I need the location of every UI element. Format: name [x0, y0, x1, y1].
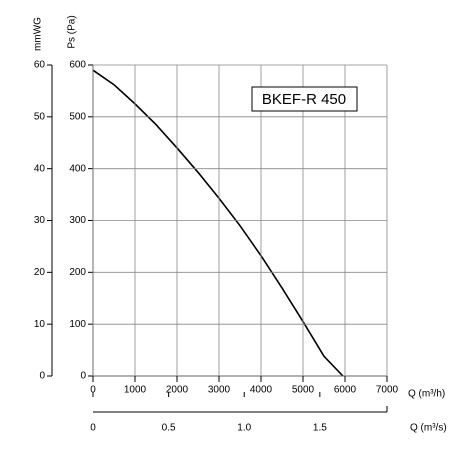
x-tick-label: 2000 — [166, 385, 189, 396]
x-tick-label: 0 — [90, 385, 96, 396]
y-tick-label: 200 — [69, 267, 86, 278]
y-label: Ps (Pa) — [67, 15, 78, 48]
y2-tick-label: 50 — [34, 111, 46, 122]
chart-title: BKEF-R 450 — [262, 91, 346, 108]
curve — [92, 69, 344, 377]
x-tick-label: 5000 — [292, 385, 315, 396]
x2-tick-label: 1.0 — [237, 423, 251, 434]
y-tick-label: 500 — [69, 111, 86, 122]
x-tick-label: 3000 — [208, 385, 231, 396]
x-tick-label: 7000 — [376, 385, 399, 396]
y-tick-label: 300 — [69, 215, 86, 226]
y2-tick-label: 30 — [34, 215, 46, 226]
x2-tick-label: 0 — [90, 423, 96, 434]
x-tick-label: 6000 — [334, 385, 357, 396]
y2-label: mmWG — [33, 17, 44, 51]
x2-tick-label: 1.5 — [313, 423, 327, 434]
y2-tick-label: 60 — [34, 60, 46, 71]
y-tick-label: 400 — [69, 163, 86, 174]
y-tick-label: 100 — [69, 319, 86, 330]
y2-tick-label: 0 — [39, 371, 45, 382]
x-label: Q (m³/h) — [408, 389, 445, 400]
title-box — [251, 86, 358, 112]
y-tick-label: 600 — [69, 60, 86, 71]
y2-tick-label: 40 — [34, 163, 46, 174]
x-tick-label: 1000 — [124, 385, 147, 396]
y2-tick-label: 20 — [34, 267, 46, 278]
x-tick-label: 4000 — [250, 385, 273, 396]
y2-tick-label: 10 — [34, 319, 46, 330]
y-tick-label: 0 — [80, 371, 86, 382]
x2-label: Q (m³/s) — [410, 423, 447, 434]
x2-tick-label: 0.5 — [162, 423, 176, 434]
